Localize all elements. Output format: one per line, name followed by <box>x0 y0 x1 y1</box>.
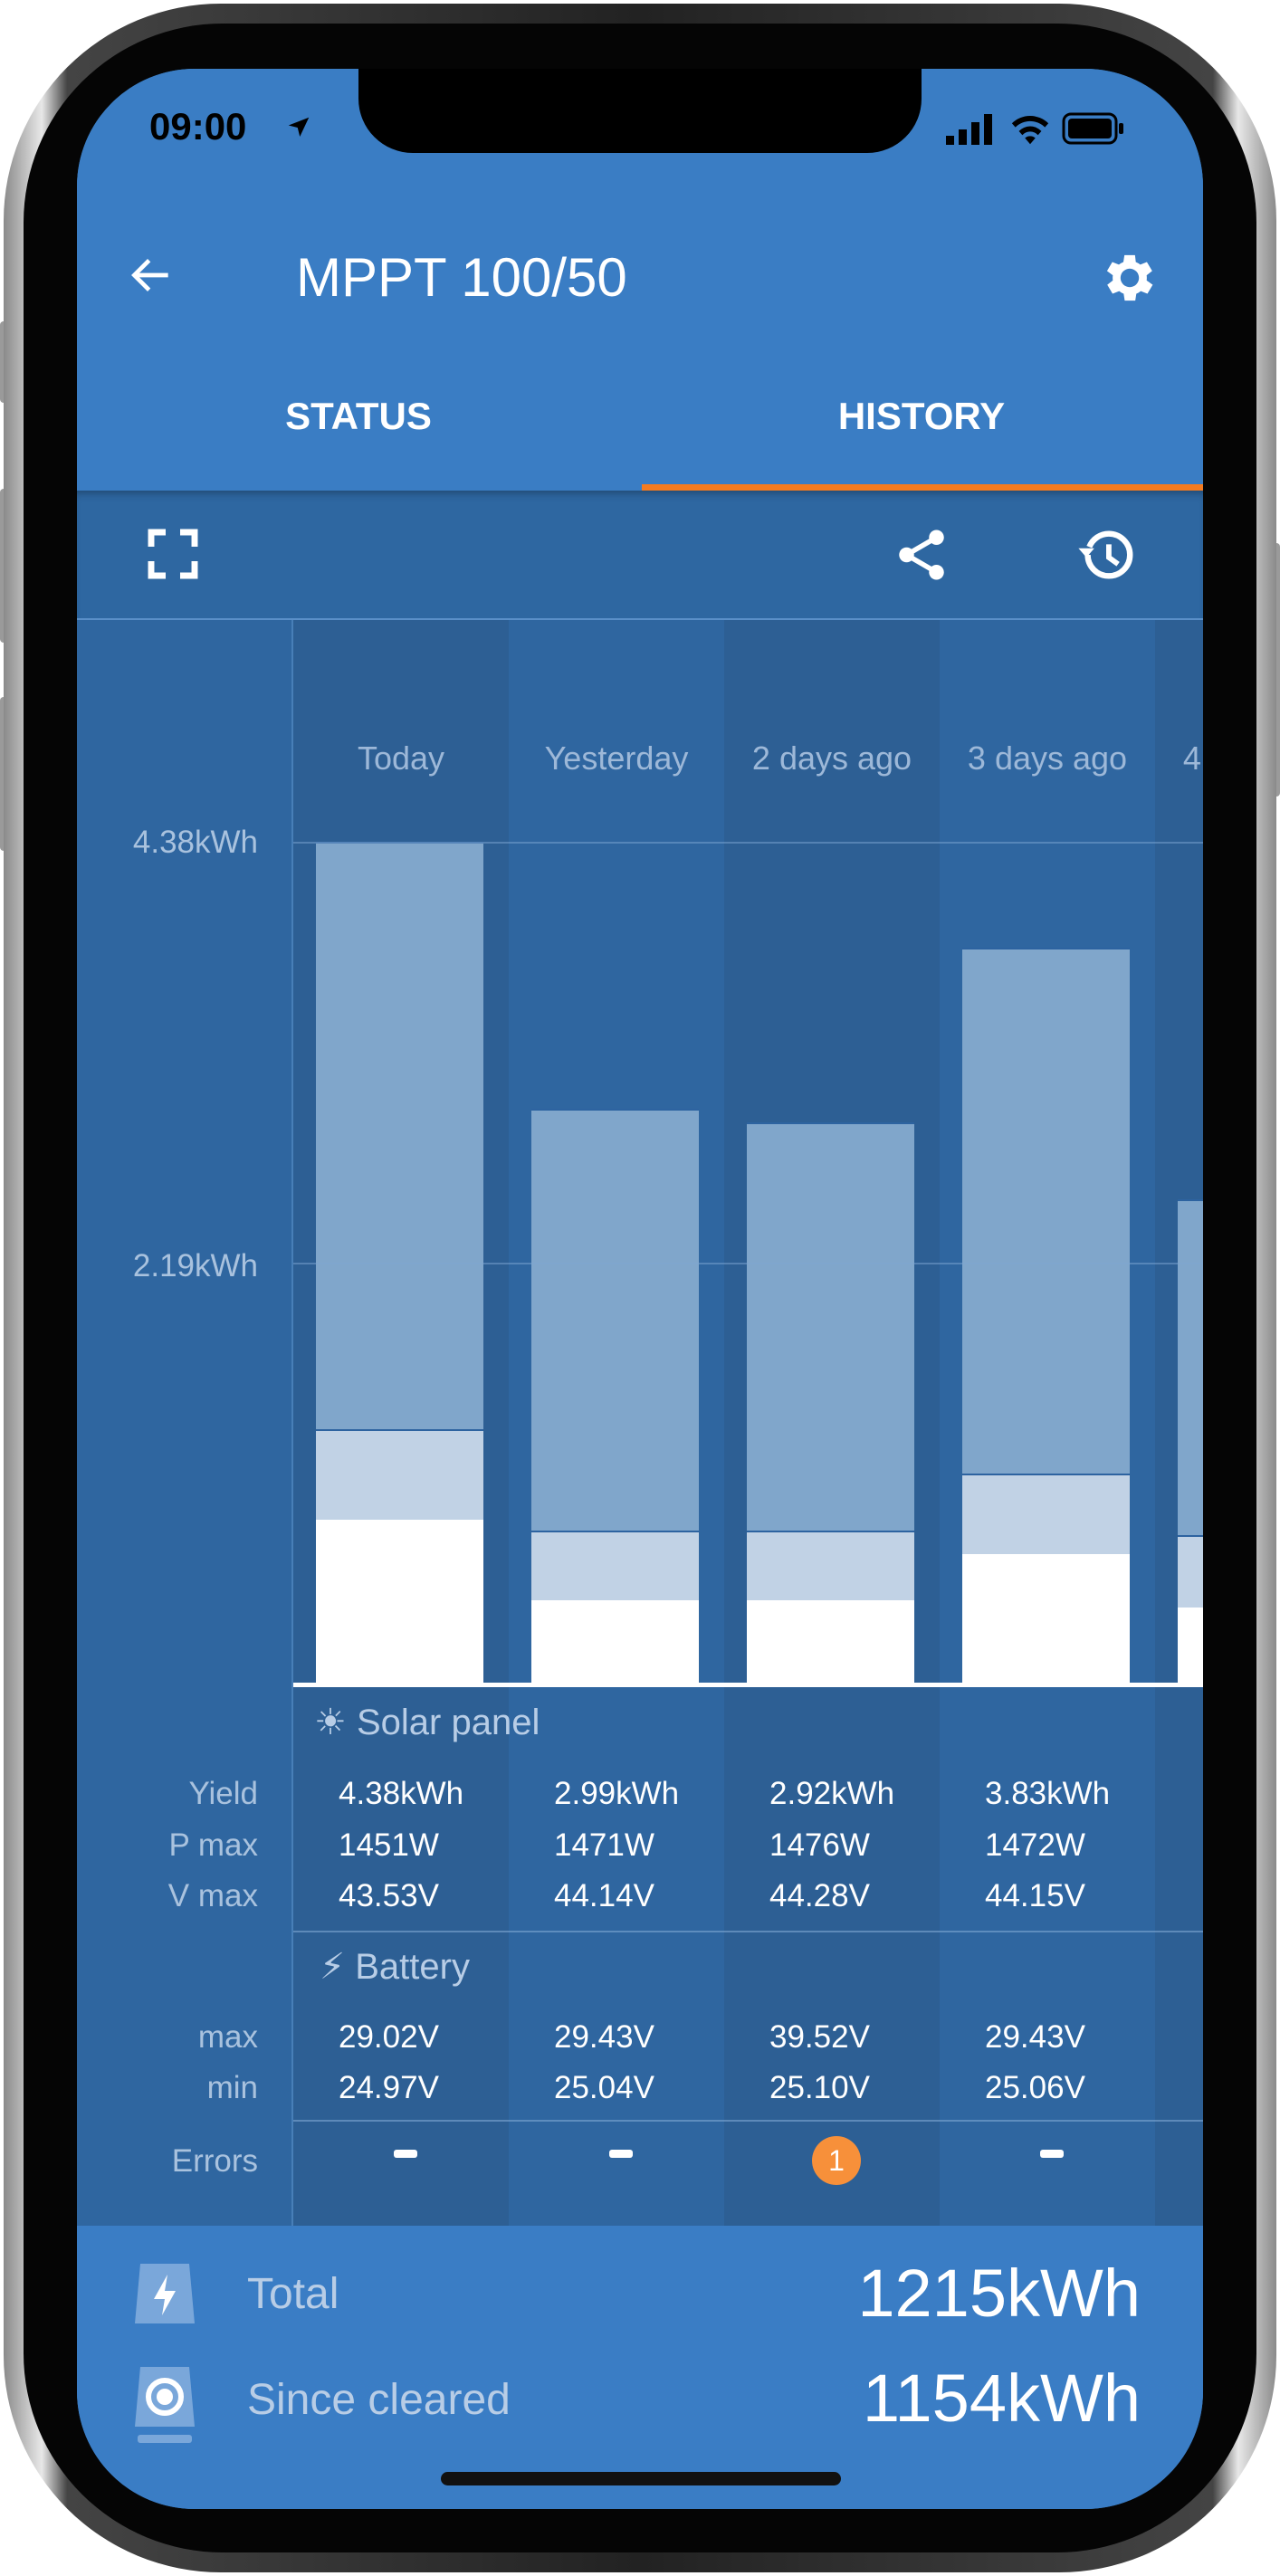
label-column-divider <box>291 620 293 2228</box>
tab-history[interactable]: HISTORY <box>837 395 1006 437</box>
day-label: 3 days ago <box>967 739 1128 777</box>
solar-p-max-value: 1472W <box>985 1827 1085 1863</box>
solar-p-max-value: 1451W <box>339 1827 439 1863</box>
battery-max-value: 29.43V <box>554 2019 654 2055</box>
battery-max-value: 29.02V <box>339 2019 439 2055</box>
absorption-bar-segment <box>1178 1534 1203 1608</box>
history-icon[interactable] <box>1075 523 1138 587</box>
fullscreen-icon[interactable] <box>144 525 202 583</box>
row-label-vmax: V max <box>167 1878 258 1913</box>
solar-yield-value: 3.83kWh <box>985 1776 1111 1811</box>
absorption-bar-segment <box>747 1531 914 1600</box>
wifi-icon <box>1011 116 1049 145</box>
gridline <box>293 842 1203 844</box>
section-divider <box>293 2120 1203 2122</box>
solar-yield-value: 2.92kWh <box>769 1776 895 1811</box>
row-label-yield: Yield <box>188 1776 258 1811</box>
lightning-icon: ⚡︎ <box>320 1947 346 1987</box>
battery-min-value: 25.06V <box>985 2070 1085 2105</box>
solar-section-title: ☀ Solar panel <box>314 1702 540 1743</box>
row-label-pmax: P max <box>168 1827 258 1863</box>
battery-section-title: ⚡︎ Battery <box>320 1946 470 1988</box>
battery-min-value: 25.04V <box>554 2070 654 2105</box>
solar-title-text: Solar panel <box>356 1703 540 1742</box>
gridline <box>293 1262 1203 1264</box>
solar-v-max-value: 44.14V <box>554 1878 654 1913</box>
battery-max-value: 39.52V <box>769 2019 870 2055</box>
section-divider <box>293 1931 1203 1932</box>
solar-v-max-value: 44.15V <box>985 1878 1085 1913</box>
tab-status[interactable]: STATUS <box>285 395 432 437</box>
solar-v-max-value: 44.28V <box>769 1878 870 1913</box>
day-column[interactable]: Yesterday 2.99kWh 1471W 44.14V 29.43V 25.04V <box>509 620 724 2228</box>
solar-p-max-value: 1471W <box>554 1827 654 1863</box>
day-column[interactable]: 4 days ago <box>1155 620 1203 2228</box>
day-label: 4 days ago <box>1182 739 1203 777</box>
battery-title-text: Battery <box>355 1947 470 1987</box>
battery-max-value: 29.43V <box>985 2019 1085 2055</box>
power-button <box>1273 543 1280 797</box>
solar-p-max-value: 1476W <box>769 1827 870 1863</box>
bulk-bar-segment <box>316 842 483 1430</box>
battery-status-icon <box>1062 112 1123 145</box>
float-bar-segment <box>1178 1608 1203 1683</box>
absorption-bar-segment <box>531 1531 699 1600</box>
active-tab-indicator <box>642 484 1203 491</box>
chart-baseline <box>293 1683 1203 1687</box>
day-column[interactable]: Today 4.38kWh 1451W 43.53V 29.02V 24.97V <box>293 620 509 2228</box>
solar-yield-value: 4.38kWh <box>339 1776 464 1811</box>
app-screen: 09:00 MPPT 100/50 STATUS HISTORY 4.38kWh… <box>77 69 1203 2509</box>
share-icon[interactable] <box>892 523 951 587</box>
solar-v-max-value: 43.53V <box>339 1878 439 1913</box>
absorption-bar-segment <box>316 1429 483 1520</box>
signal-icon <box>946 114 992 145</box>
no-error-dash <box>1040 2150 1064 2158</box>
status-time: 09:00 <box>149 105 247 148</box>
since-cleared-icon <box>135 2367 195 2443</box>
battery-min-value: 24.97V <box>339 2070 439 2105</box>
history-chart[interactable]: 4.38kWh 2.19kWh Yield P max V max max mi… <box>77 618 1203 2228</box>
absorption-bar-segment <box>962 1473 1130 1554</box>
y-tick-label: 4.38kWh <box>132 825 258 860</box>
day-label: Today <box>357 739 445 777</box>
y-tick-label: 2.19kWh <box>132 1248 258 1283</box>
float-bar-segment <box>531 1599 699 1683</box>
toolbar <box>77 491 1203 618</box>
error-count-badge[interactable]: 1 <box>812 2136 861 2185</box>
total-yield-icon <box>135 2264 195 2323</box>
bulk-bar-segment <box>1178 1198 1203 1535</box>
total-label: Total <box>247 2270 339 2318</box>
day-column[interactable]: 2 days ago 2.92kWh 1476W 44.28V 39.52V 25.10V… <box>724 620 940 2228</box>
totals-panel: Total 1215kWh Since cleared 1154kWh <box>77 2226 1203 2509</box>
row-label-errors: Errors <box>171 2143 258 2179</box>
day-label: 2 days ago <box>751 739 912 777</box>
app-header: 09:00 MPPT 100/50 STATUS HISTORY <box>77 69 1203 491</box>
float-bar-segment <box>747 1599 914 1683</box>
sun-icon: ☀ <box>314 1703 347 1742</box>
notch <box>358 69 922 153</box>
row-label-battery-min: min <box>206 2070 258 2105</box>
bulk-bar-segment <box>747 1121 914 1531</box>
float-bar-segment <box>962 1553 1130 1683</box>
back-arrow-icon[interactable] <box>124 250 178 301</box>
bulk-bar-segment <box>531 1108 699 1531</box>
float-bar-segment <box>316 1519 483 1683</box>
row-label-battery-max: max <box>197 2019 258 2055</box>
home-indicator[interactable] <box>441 2472 841 2485</box>
bulk-bar-segment <box>962 947 1130 1474</box>
location-icon <box>288 117 310 137</box>
battery-min-value: 25.10V <box>769 2070 870 2105</box>
no-error-dash <box>609 2150 633 2158</box>
page-title: MPPT 100/50 <box>296 247 627 308</box>
day-label: Yesterday <box>544 739 689 777</box>
since-cleared-label: Since cleared <box>247 2376 511 2424</box>
gear-icon[interactable] <box>1098 246 1161 310</box>
day-column[interactable]: 3 days ago 3.83kWh 1472W 44.15V 29.43V 25.06V <box>940 620 1155 2228</box>
since-cleared-value: 1154kWh <box>862 2361 1141 2436</box>
solar-yield-value: 2.99kWh <box>554 1776 680 1811</box>
total-value: 1215kWh <box>857 2256 1141 2331</box>
no-error-dash <box>394 2150 417 2158</box>
